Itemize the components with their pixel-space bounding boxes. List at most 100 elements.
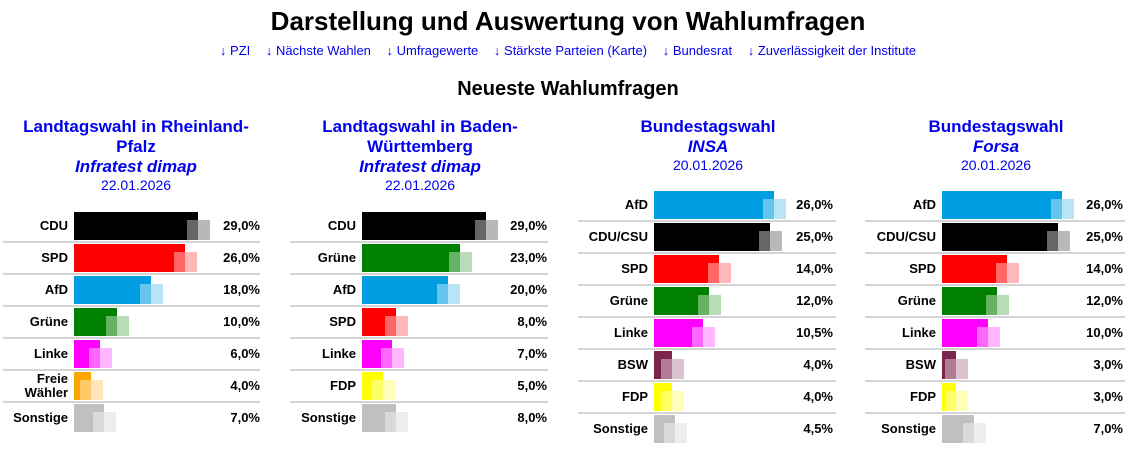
- bar: [362, 404, 396, 432]
- party-label: CDU/CSU: [876, 229, 936, 244]
- bar-row: SPD 8,0%: [290, 307, 548, 339]
- party-label: SPD: [41, 250, 68, 265]
- party-label: Linke: [322, 346, 356, 361]
- bar: [942, 415, 974, 443]
- error-range-inner: [661, 391, 672, 411]
- bar-row: FDP 5,0%: [290, 371, 548, 403]
- error-range-inner: [475, 220, 486, 240]
- bar: [654, 223, 770, 251]
- poll-date: 20.01.2026: [672, 157, 744, 173]
- value-label: 3,0%: [1093, 389, 1123, 404]
- party-label: SPD: [621, 261, 648, 276]
- bar-row: FDP 3,0%: [865, 382, 1125, 414]
- poll-date: 22.01.2026: [384, 177, 456, 193]
- error-range-inner: [106, 316, 117, 336]
- institute-name: Infratest dimap: [359, 157, 481, 176]
- error-range-inner: [1051, 199, 1062, 219]
- error-range-outer: [185, 252, 197, 272]
- error-range-inner: [763, 199, 774, 219]
- error-range-outer: [672, 391, 684, 411]
- nav-link-umfragewerte[interactable]: ↓ Umfragewerte: [386, 43, 479, 58]
- error-range-inner: [986, 295, 997, 315]
- bar: [942, 383, 956, 411]
- error-range-outer: [770, 231, 782, 251]
- bar-row: CDU 29,0%: [3, 211, 260, 243]
- error-range-inner: [996, 263, 1007, 283]
- bar-row: AfD 26,0%: [865, 190, 1125, 222]
- bar: [654, 319, 703, 347]
- error-range-inner: [759, 231, 770, 251]
- error-range-inner: [661, 359, 672, 379]
- bar: [362, 340, 392, 368]
- bar-row: Linke 6,0%: [3, 339, 260, 371]
- error-range-outer: [1007, 263, 1019, 283]
- party-label: CDU: [327, 218, 356, 233]
- bar-row: Sonstige 4,5%: [578, 414, 836, 446]
- bar-row: Grüne 12,0%: [578, 286, 836, 318]
- error-range-outer: [460, 252, 472, 272]
- bar-row: Grüne 23,0%: [290, 243, 548, 275]
- bar-row: Grüne 12,0%: [865, 286, 1125, 318]
- value-label: 7,0%: [1093, 421, 1123, 436]
- nav-link-bundesrat[interactable]: ↓ Bundesrat: [662, 43, 733, 58]
- section-nav: ↓ PZI ↓ Nächste Wahlen ↓ Umfragewerte ↓ …: [0, 43, 1136, 58]
- page-title: Darstellung und Auswertung von Wahlumfra…: [270, 6, 866, 36]
- error-range-inner: [692, 327, 703, 347]
- bar: [362, 212, 486, 240]
- bar: [74, 276, 151, 304]
- bar-row: AfD 20,0%: [290, 275, 548, 307]
- nav-link-pzi[interactable]: ↓ PZI: [219, 43, 251, 58]
- value-label: 25,0%: [796, 229, 833, 244]
- bar-row: CDU 29,0%: [290, 211, 548, 243]
- error-range-inner: [708, 263, 719, 283]
- bar: [942, 223, 1058, 251]
- party-label: Linke: [902, 325, 936, 340]
- bar: [74, 372, 91, 400]
- value-label: 4,0%: [230, 378, 260, 393]
- party-label: AfD: [624, 197, 648, 212]
- value-label: 10,5%: [796, 325, 833, 340]
- bar: [942, 319, 988, 347]
- error-range-outer: [709, 295, 721, 315]
- error-range-inner: [385, 412, 396, 432]
- bar: [942, 351, 956, 379]
- value-label: 14,0%: [1086, 261, 1123, 276]
- nav-link-naechste-wahlen[interactable]: ↓ Nächste Wahlen: [265, 43, 371, 58]
- value-label: 10,0%: [1086, 325, 1123, 340]
- value-label: 7,0%: [517, 346, 547, 361]
- error-range-outer: [117, 316, 129, 336]
- error-range-outer: [956, 359, 968, 379]
- error-range-outer: [672, 359, 684, 379]
- value-label: 29,0%: [223, 218, 260, 233]
- bar-row: BSW 4,0%: [578, 350, 836, 382]
- error-range-outer: [91, 380, 103, 400]
- bar-row: Sonstige 7,0%: [3, 403, 260, 435]
- value-label: 10,0%: [223, 314, 260, 329]
- value-label: 6,0%: [230, 346, 260, 361]
- party-label: AfD: [912, 197, 936, 212]
- value-label: 4,5%: [803, 421, 833, 436]
- error-range-inner: [93, 412, 104, 432]
- error-range-inner: [437, 284, 448, 304]
- party-label: Sonstige: [593, 421, 648, 436]
- value-label: 23,0%: [510, 250, 547, 265]
- bar-row: Linke 10,5%: [578, 318, 836, 350]
- error-range-inner: [963, 423, 974, 443]
- error-range-outer: [974, 423, 986, 443]
- party-label: CDU/CSU: [588, 229, 648, 244]
- party-label: FDP: [330, 378, 356, 393]
- error-range-outer: [448, 284, 460, 304]
- error-range-outer: [198, 220, 210, 240]
- error-range-inner: [89, 348, 100, 368]
- bar: [654, 287, 709, 315]
- bar-row: AfD 26,0%: [578, 190, 836, 222]
- bar-row: FDP 4,0%: [578, 382, 836, 414]
- nav-link-zuverlaessigkeit[interactable]: ↓ Zuverlässigkeit der Institute: [747, 43, 917, 58]
- institute-name: INSA: [687, 137, 729, 156]
- nav-link-staerkste-parteien[interactable]: ↓ Stärkste Parteien (Karte): [493, 43, 648, 58]
- election-title: Landtagswahl in Rheinland- Pfalz: [23, 117, 249, 156]
- party-label: Grüne: [29, 314, 68, 329]
- bar: [654, 191, 774, 219]
- error-range-inner: [385, 316, 396, 336]
- party-label: Freie Wähler: [24, 371, 68, 400]
